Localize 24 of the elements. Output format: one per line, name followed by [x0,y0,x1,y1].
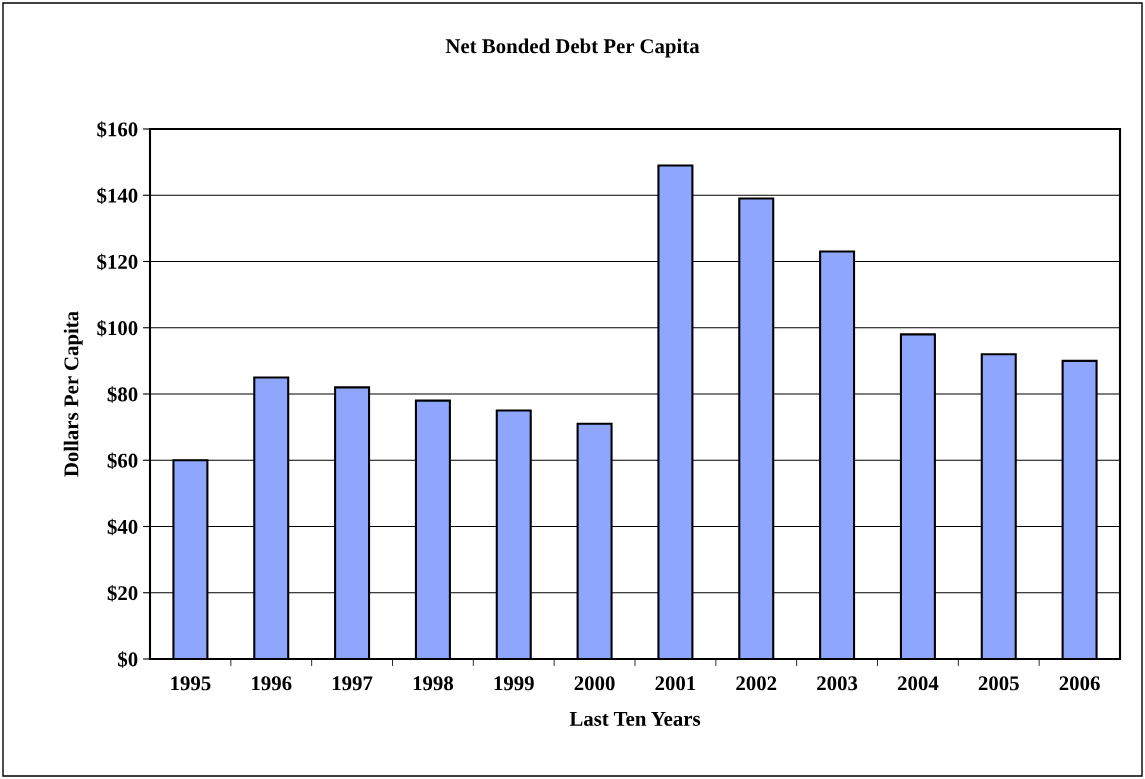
y-tick-label: $140 [97,187,138,205]
y-tick-label: $20 [107,584,138,602]
x-axis-title: Last Ten Years [569,712,701,726]
y-tick-label: $100 [97,319,138,337]
y-tick-label: $0 [118,651,138,668]
x-tick-label: 1997 [332,676,373,691]
y-axis-title: Dollars Per Capita [63,311,83,477]
x-tick-label: 2000 [574,676,615,691]
y-tick-label: $80 [107,386,138,403]
x-tick-label: 2001 [655,676,696,691]
y-tick-label: $40 [107,518,138,536]
x-tick-label: 1998 [413,676,454,691]
y-tick-label: $60 [107,452,138,470]
x-tick-label: 2004 [897,676,939,691]
chart-title: Net Bonded Debt Per Capita [445,38,700,58]
y-tick-label: $120 [97,253,138,271]
y-tick-label: $160 [97,121,138,138]
x-tick-label: 2005 [978,676,1019,691]
x-tick-label: 1999 [494,676,534,691]
x-tick-label: 2003 [817,676,858,691]
x-tick-label: 2002 [736,676,777,691]
x-tick-label: 1996 [252,676,292,691]
x-tick-label: 1995 [171,676,211,691]
x-tick-label: 2006 [1059,676,1100,691]
